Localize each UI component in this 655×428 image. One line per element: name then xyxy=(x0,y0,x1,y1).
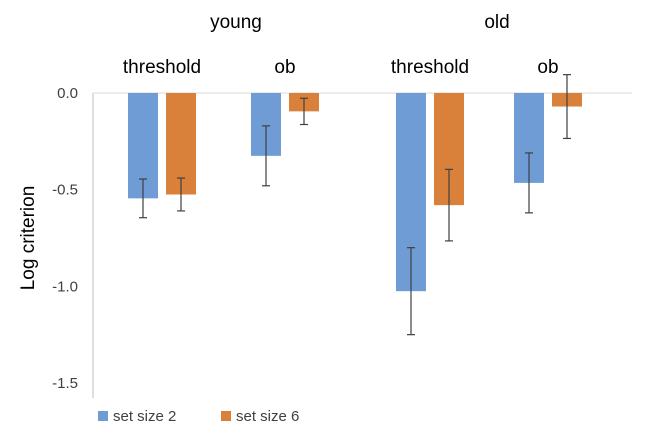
group-labels: young old xyxy=(210,12,510,33)
error-bar xyxy=(445,168,453,242)
error-bar xyxy=(525,152,533,214)
error-bar xyxy=(407,247,415,336)
legend: set size 2 set size 6 xyxy=(98,408,299,425)
legend-label: set size 2 xyxy=(113,408,176,425)
group-label-young: young xyxy=(210,12,262,33)
bars xyxy=(128,93,582,292)
error-bar xyxy=(300,97,308,126)
error-bar xyxy=(139,178,147,219)
category-label: ob xyxy=(537,57,558,78)
legend-swatch xyxy=(98,411,108,421)
category-label: ob xyxy=(274,57,295,78)
legend-swatch xyxy=(221,411,231,421)
category-labels: threshold ob threshold ob xyxy=(123,57,559,78)
category-label: threshold xyxy=(123,57,201,78)
y-tick-label: -1.5 xyxy=(52,375,78,392)
y-tick-label: -1.0 xyxy=(52,278,78,295)
error-bar xyxy=(563,74,571,140)
error-bars xyxy=(139,74,571,336)
group-label-old: old xyxy=(484,12,509,33)
error-bar xyxy=(262,125,270,187)
y-tick-label: -0.5 xyxy=(52,182,78,199)
category-label: threshold xyxy=(391,57,469,78)
legend-label: set size 6 xyxy=(236,408,299,425)
y-axis-label: Log criterion xyxy=(18,186,39,291)
error-bar xyxy=(177,177,185,212)
y-tick-label: 0.0 xyxy=(57,85,78,102)
